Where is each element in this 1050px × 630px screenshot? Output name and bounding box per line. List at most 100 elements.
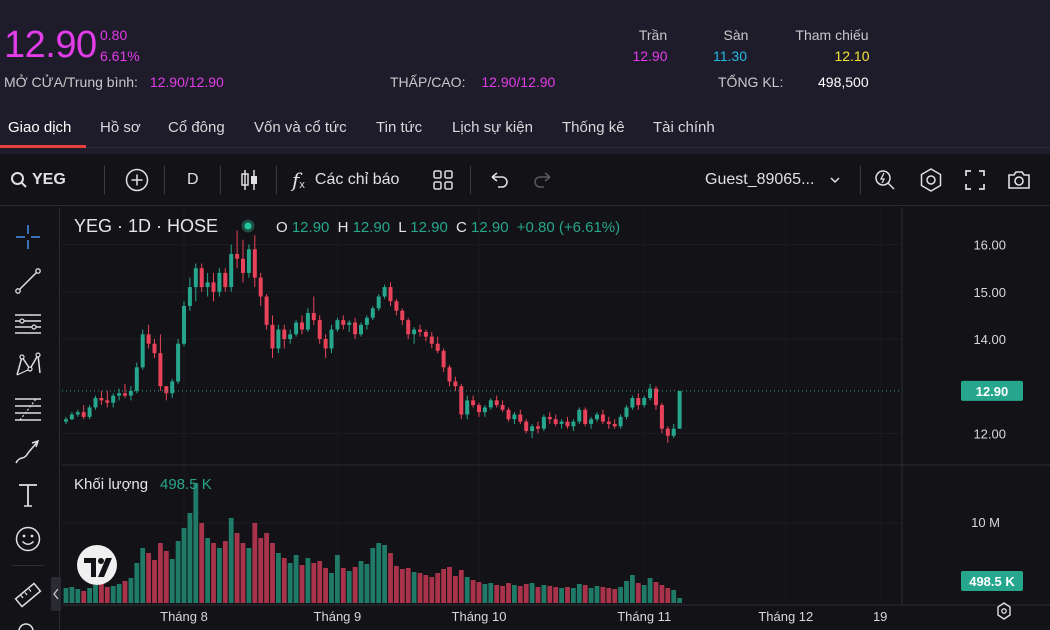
collapse-toolbar-button[interactable] [51,577,61,611]
candle-body [282,329,287,339]
volume-bar [647,578,653,603]
volume-bar [299,565,305,603]
volume-bar [494,585,500,603]
floor-value: 11.30 [713,48,747,64]
volume-bar [228,518,234,603]
tab-von-va-co-tuc[interactable]: Vốn và cổ tức [254,119,347,136]
undo-button[interactable] [488,154,510,206]
volume-bar [435,573,441,603]
fib-retracement-icon[interactable] [12,393,44,425]
fullscreen-button[interactable] [963,154,987,206]
candle-body [252,249,257,278]
chart-type-button[interactable] [239,154,259,206]
candle-body [64,419,68,422]
volume-bar [293,555,299,603]
volume-bar [252,523,258,603]
candle-body [359,324,363,335]
ruler-icon[interactable] [12,579,44,611]
volume-bar [517,586,523,603]
candle-body [294,322,299,335]
time-tick-label: Tháng 10 [452,609,507,624]
candle-body [589,419,594,424]
time-tick-label: 19 [873,609,887,624]
candle-body [518,414,523,422]
tab-tai-chinh[interactable]: Tài chính [653,119,715,136]
volume-bar [152,560,157,603]
high-value: 12.90 [353,219,391,236]
volume-bar [99,583,104,603]
zoom-icon[interactable] [12,619,44,630]
layouts-button[interactable] [432,154,454,206]
redo-button[interactable] [532,154,554,206]
reference-value: 12.10 [834,48,870,64]
chart-frame: YEG D [0,154,1050,630]
candle-body [305,313,310,330]
volume-bar [199,523,205,603]
open-avg-value: 12.90/12.90 [149,74,224,90]
candle-body [665,428,670,436]
last-price: 12.90 [4,24,97,66]
price-tick-label: 16.00 [973,238,1006,253]
candle-body [447,367,452,382]
crosshair-icon[interactable] [12,221,44,253]
volume-bar [635,583,641,603]
volume-bar [110,586,116,603]
tab-co-dong[interactable]: Cổ đông [168,119,225,136]
volume-bar [453,576,458,603]
text-tool-icon[interactable] [12,479,44,511]
pattern-icon[interactable] [12,349,44,381]
candle-body [193,268,198,288]
candle-body [406,320,411,335]
floor-label: Sàn [723,27,749,43]
volume-legend-value: 498.5 K [160,476,212,493]
volume-bar [382,545,387,603]
candle-body [111,395,116,403]
low-label: L [398,219,406,236]
volume-bar [175,541,181,603]
tab-giao-dich[interactable]: Giao dịch [8,119,72,136]
axis-settings-button[interactable] [997,602,1011,620]
tab-tin-tuc[interactable]: Tin tức [376,119,423,136]
brush-icon[interactable] [12,435,44,467]
open-label: O [276,219,288,236]
volume-bar [523,584,529,603]
volume-bar [264,533,269,603]
candle-body [435,343,440,351]
candle-body [482,407,487,413]
volume-bar [476,582,482,603]
candle-body [595,414,599,420]
time-tick-label: Tháng 11 [617,609,671,624]
trend-line-icon[interactable] [12,265,44,297]
compare-button[interactable] [124,154,150,206]
low-value: 12.90 [410,219,448,236]
volume-bar [394,566,399,603]
user-menu-button[interactable]: Guest_89065... [705,154,842,206]
settings-button[interactable] [918,154,944,206]
market-status-dot [244,222,252,230]
volume-bar [600,587,606,603]
tradingview-logo[interactable] [77,545,117,585]
quick-search-button[interactable] [873,154,897,206]
snapshot-button[interactable] [1006,154,1032,206]
volume-bar [547,586,553,603]
symbol-search-button[interactable]: YEG [10,154,66,206]
volume-bar [653,582,659,603]
ceiling-label: Trần [638,27,668,43]
volume-bar [571,588,576,603]
candle-body [530,426,535,432]
volume-bar [158,543,163,603]
candle-body [618,416,623,427]
interval-button[interactable]: D [187,171,199,188]
tab-lich-su-kien[interactable]: Lịch sự kiện [452,119,533,136]
candle-body [412,329,417,335]
emoji-icon[interactable] [12,523,44,555]
tab-thong-ke[interactable]: Thống kê [562,119,625,136]
horizontal-lines-icon[interactable] [12,307,44,339]
candle-body [258,277,263,297]
tab-ho-so[interactable]: Hồ sơ [100,119,141,136]
volume-bar [163,551,169,603]
candle-body [636,398,641,406]
